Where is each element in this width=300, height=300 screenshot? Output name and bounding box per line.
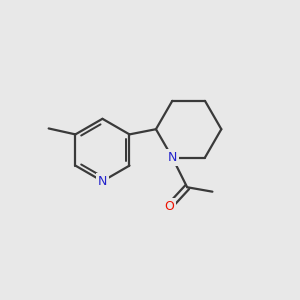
Text: O: O bbox=[164, 200, 174, 213]
Text: N: N bbox=[168, 151, 177, 164]
Text: N: N bbox=[98, 175, 107, 188]
